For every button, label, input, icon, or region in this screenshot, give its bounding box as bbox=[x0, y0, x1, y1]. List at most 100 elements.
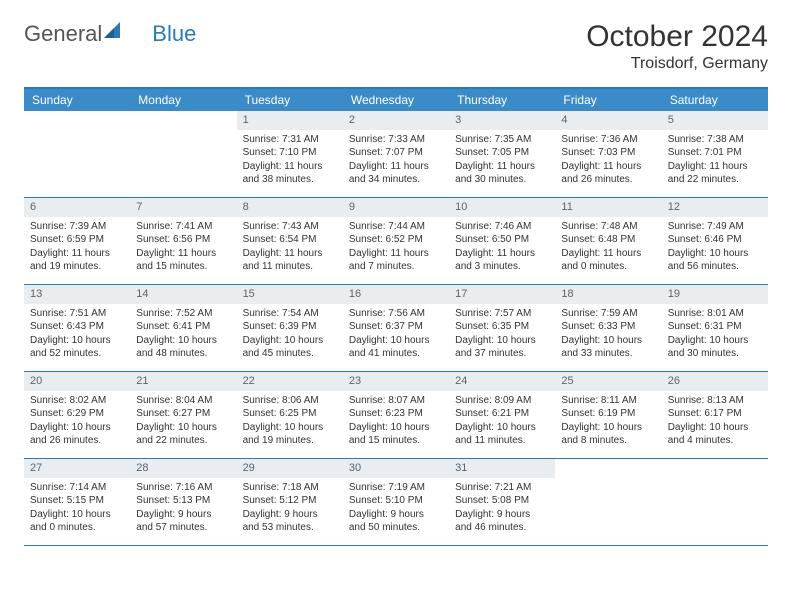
day-cell-17: 17Sunrise: 7:57 AMSunset: 6:35 PMDayligh… bbox=[449, 285, 555, 371]
day-cell-20: 20Sunrise: 8:02 AMSunset: 6:29 PMDayligh… bbox=[24, 372, 130, 458]
day-number: 10 bbox=[449, 198, 555, 217]
page-header: General Blue October 2024 Troisdorf, Ger… bbox=[24, 20, 768, 73]
sunset-line: Sunset: 6:27 PM bbox=[136, 407, 230, 421]
day-cell-10: 10Sunrise: 7:46 AMSunset: 6:50 PMDayligh… bbox=[449, 198, 555, 284]
sunrise-line: Sunrise: 7:46 AM bbox=[455, 220, 549, 234]
sunrise-line: Sunrise: 8:07 AM bbox=[349, 394, 443, 408]
sunrise-line: Sunrise: 8:11 AM bbox=[561, 394, 655, 408]
sunrise-line: Sunrise: 7:18 AM bbox=[243, 481, 337, 495]
sunset-line: Sunset: 6:41 PM bbox=[136, 320, 230, 334]
sunrise-line: Sunrise: 7:44 AM bbox=[349, 220, 443, 234]
day-header-wednesday: Wednesday bbox=[343, 89, 449, 111]
daylight-line: Daylight: 11 hours and 19 minutes. bbox=[30, 247, 124, 274]
day-cell-11: 11Sunrise: 7:48 AMSunset: 6:48 PMDayligh… bbox=[555, 198, 661, 284]
daylight-line: Daylight: 10 hours and 26 minutes. bbox=[30, 421, 124, 448]
brand-logo: General Blue bbox=[24, 20, 196, 47]
day-cell-27: 27Sunrise: 7:14 AMSunset: 5:15 PMDayligh… bbox=[24, 459, 130, 545]
sunrise-line: Sunrise: 7:36 AM bbox=[561, 133, 655, 147]
sunset-line: Sunset: 6:50 PM bbox=[455, 233, 549, 247]
sunrise-line: Sunrise: 7:33 AM bbox=[349, 133, 443, 147]
daylight-line: Daylight: 10 hours and 11 minutes. bbox=[455, 421, 549, 448]
sunset-line: Sunset: 6:21 PM bbox=[455, 407, 549, 421]
sunrise-line: Sunrise: 8:06 AM bbox=[243, 394, 337, 408]
day-details: Sunrise: 8:06 AMSunset: 6:25 PMDaylight:… bbox=[237, 391, 343, 452]
daylight-line: Daylight: 10 hours and 22 minutes. bbox=[136, 421, 230, 448]
daylight-line: Daylight: 10 hours and 8 minutes. bbox=[561, 421, 655, 448]
day-number: 27 bbox=[24, 459, 130, 478]
day-number: 4 bbox=[555, 111, 661, 130]
day-cell-12: 12Sunrise: 7:49 AMSunset: 6:46 PMDayligh… bbox=[662, 198, 768, 284]
day-details: Sunrise: 7:38 AMSunset: 7:01 PMDaylight:… bbox=[662, 130, 768, 191]
calendar-table: SundayMondayTuesdayWednesdayThursdayFrid… bbox=[24, 87, 768, 546]
empty-cell bbox=[24, 111, 130, 197]
day-cell-8: 8Sunrise: 7:43 AMSunset: 6:54 PMDaylight… bbox=[237, 198, 343, 284]
day-number: 8 bbox=[237, 198, 343, 217]
sunrise-line: Sunrise: 7:59 AM bbox=[561, 307, 655, 321]
daylight-line: Daylight: 10 hours and 37 minutes. bbox=[455, 334, 549, 361]
day-details: Sunrise: 8:09 AMSunset: 6:21 PMDaylight:… bbox=[449, 391, 555, 452]
day-number: 23 bbox=[343, 372, 449, 391]
sunset-line: Sunset: 6:35 PM bbox=[455, 320, 549, 334]
daylight-line: Daylight: 10 hours and 15 minutes. bbox=[349, 421, 443, 448]
sunrise-line: Sunrise: 7:56 AM bbox=[349, 307, 443, 321]
day-cell-15: 15Sunrise: 7:54 AMSunset: 6:39 PMDayligh… bbox=[237, 285, 343, 371]
day-cell-24: 24Sunrise: 8:09 AMSunset: 6:21 PMDayligh… bbox=[449, 372, 555, 458]
day-details: Sunrise: 7:43 AMSunset: 6:54 PMDaylight:… bbox=[237, 217, 343, 278]
sunset-line: Sunset: 7:07 PM bbox=[349, 146, 443, 160]
day-header-friday: Friday bbox=[555, 89, 661, 111]
day-details: Sunrise: 8:11 AMSunset: 6:19 PMDaylight:… bbox=[555, 391, 661, 452]
day-number: 20 bbox=[24, 372, 130, 391]
sunset-line: Sunset: 6:39 PM bbox=[243, 320, 337, 334]
day-header-thursday: Thursday bbox=[449, 89, 555, 111]
daylight-line: Daylight: 10 hours and 30 minutes. bbox=[668, 334, 762, 361]
sunrise-line: Sunrise: 7:14 AM bbox=[30, 481, 124, 495]
day-cell-6: 6Sunrise: 7:39 AMSunset: 6:59 PMDaylight… bbox=[24, 198, 130, 284]
sunrise-line: Sunrise: 7:51 AM bbox=[30, 307, 124, 321]
sunset-line: Sunset: 6:29 PM bbox=[30, 407, 124, 421]
day-details: Sunrise: 7:59 AMSunset: 6:33 PMDaylight:… bbox=[555, 304, 661, 365]
title-block: October 2024 Troisdorf, Germany bbox=[586, 20, 768, 73]
day-number: 9 bbox=[343, 198, 449, 217]
day-details: Sunrise: 7:35 AMSunset: 7:05 PMDaylight:… bbox=[449, 130, 555, 191]
sunrise-line: Sunrise: 7:39 AM bbox=[30, 220, 124, 234]
day-number: 21 bbox=[130, 372, 236, 391]
daylight-line: Daylight: 11 hours and 15 minutes. bbox=[136, 247, 230, 274]
empty-cell bbox=[662, 459, 768, 545]
day-header-saturday: Saturday bbox=[662, 89, 768, 111]
day-details: Sunrise: 8:02 AMSunset: 6:29 PMDaylight:… bbox=[24, 391, 130, 452]
daylight-line: Daylight: 9 hours and 46 minutes. bbox=[455, 508, 549, 535]
daylight-line: Daylight: 11 hours and 11 minutes. bbox=[243, 247, 337, 274]
daylight-line: Daylight: 9 hours and 50 minutes. bbox=[349, 508, 443, 535]
empty-cell bbox=[130, 111, 236, 197]
daylight-line: Daylight: 10 hours and 48 minutes. bbox=[136, 334, 230, 361]
sunset-line: Sunset: 7:01 PM bbox=[668, 146, 762, 160]
location-label: Troisdorf, Germany bbox=[586, 55, 768, 73]
daylight-line: Daylight: 11 hours and 38 minutes. bbox=[243, 160, 337, 187]
day-number: 1 bbox=[237, 111, 343, 130]
day-number: 3 bbox=[449, 111, 555, 130]
week-row: 20Sunrise: 8:02 AMSunset: 6:29 PMDayligh… bbox=[24, 372, 768, 459]
sunset-line: Sunset: 6:37 PM bbox=[349, 320, 443, 334]
daylight-line: Daylight: 11 hours and 34 minutes. bbox=[349, 160, 443, 187]
day-cell-30: 30Sunrise: 7:19 AMSunset: 5:10 PMDayligh… bbox=[343, 459, 449, 545]
day-details: Sunrise: 7:48 AMSunset: 6:48 PMDaylight:… bbox=[555, 217, 661, 278]
sunset-line: Sunset: 6:19 PM bbox=[561, 407, 655, 421]
sunset-line: Sunset: 6:54 PM bbox=[243, 233, 337, 247]
day-cell-13: 13Sunrise: 7:51 AMSunset: 6:43 PMDayligh… bbox=[24, 285, 130, 371]
sunset-line: Sunset: 7:05 PM bbox=[455, 146, 549, 160]
day-details: Sunrise: 7:52 AMSunset: 6:41 PMDaylight:… bbox=[130, 304, 236, 365]
day-details: Sunrise: 8:01 AMSunset: 6:31 PMDaylight:… bbox=[662, 304, 768, 365]
sunset-line: Sunset: 6:46 PM bbox=[668, 233, 762, 247]
day-cell-4: 4Sunrise: 7:36 AMSunset: 7:03 PMDaylight… bbox=[555, 111, 661, 197]
day-details: Sunrise: 7:19 AMSunset: 5:10 PMDaylight:… bbox=[343, 478, 449, 539]
day-details: Sunrise: 8:07 AMSunset: 6:23 PMDaylight:… bbox=[343, 391, 449, 452]
sunrise-line: Sunrise: 7:21 AM bbox=[455, 481, 549, 495]
daylight-line: Daylight: 11 hours and 30 minutes. bbox=[455, 160, 549, 187]
week-row: 6Sunrise: 7:39 AMSunset: 6:59 PMDaylight… bbox=[24, 198, 768, 285]
sunrise-line: Sunrise: 8:01 AM bbox=[668, 307, 762, 321]
daylight-line: Daylight: 11 hours and 7 minutes. bbox=[349, 247, 443, 274]
day-number: 2 bbox=[343, 111, 449, 130]
sunrise-line: Sunrise: 7:16 AM bbox=[136, 481, 230, 495]
day-details: Sunrise: 7:44 AMSunset: 6:52 PMDaylight:… bbox=[343, 217, 449, 278]
day-cell-16: 16Sunrise: 7:56 AMSunset: 6:37 PMDayligh… bbox=[343, 285, 449, 371]
